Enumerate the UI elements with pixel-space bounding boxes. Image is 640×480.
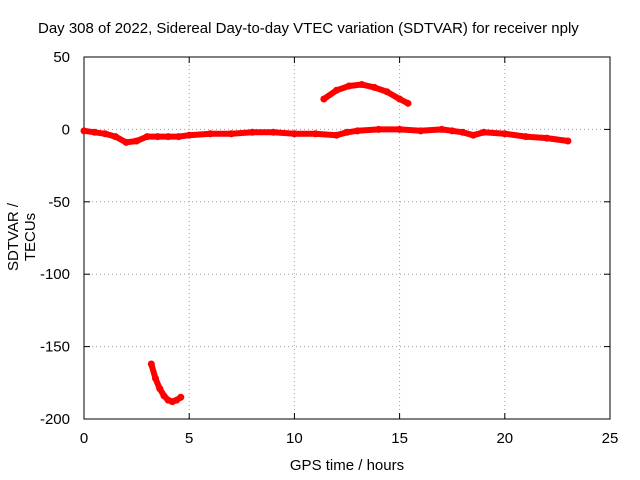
- series-main-point: [396, 125, 404, 133]
- series-main-point: [143, 133, 151, 141]
- series-upper-arc-point: [370, 83, 378, 91]
- y-tick-label: -50: [48, 194, 70, 211]
- series-lower-arc-point: [177, 393, 185, 401]
- series-main-point: [417, 127, 425, 135]
- grid: [84, 57, 610, 419]
- series-main-point: [80, 127, 88, 135]
- series-main-point: [164, 133, 172, 141]
- series-main-point: [501, 130, 509, 138]
- series-main-point: [448, 127, 456, 135]
- series-main-point: [133, 137, 141, 145]
- series-lower-arc-point: [147, 360, 155, 368]
- y-tick-label: 50: [53, 49, 70, 66]
- x-tick-label: 0: [80, 430, 88, 447]
- series-main-point: [122, 138, 130, 146]
- series-main-point: [522, 133, 530, 141]
- series-upper-arc-point: [358, 81, 366, 89]
- series-lower-arc-point: [156, 385, 164, 393]
- series-lower-arc-point: [160, 392, 168, 400]
- x-tick-label: 5: [185, 430, 193, 447]
- x-tick-label: 15: [391, 430, 408, 447]
- series-main-point: [227, 130, 235, 138]
- y-tick-label: -200: [40, 411, 70, 428]
- series-upper-arc-point: [332, 86, 340, 94]
- series-main-point: [185, 131, 193, 139]
- axis-ticks: 0 5 10 15 20 25 50 0 -50 -100 -150 -200: [40, 49, 618, 447]
- y-tick-label: 0: [62, 121, 70, 138]
- x-tick-label: 20: [496, 430, 513, 447]
- series-main-point: [438, 125, 446, 133]
- series-main-point: [311, 130, 319, 138]
- series-main-point: [248, 128, 256, 136]
- y-tick-label: -100: [40, 266, 70, 283]
- series-main-point: [290, 130, 298, 138]
- series-main-point: [480, 128, 488, 136]
- series-main-point: [469, 131, 477, 139]
- series-main-point: [101, 130, 109, 138]
- series-main-point: [175, 133, 183, 141]
- series-main-point: [564, 137, 572, 145]
- series-main-point: [459, 128, 467, 136]
- series-main-point: [343, 128, 351, 136]
- series-main-point: [332, 131, 340, 139]
- x-tick-label: 10: [286, 430, 303, 447]
- series-main-point: [543, 134, 551, 142]
- data-series: [80, 81, 572, 406]
- chart-title: Day 308 of 2022, Sidereal Day-to-day VTE…: [38, 20, 579, 37]
- y-axis-label: SDTVAR / TECUs: [5, 202, 39, 272]
- plot-frame: [83, 56, 611, 420]
- series-upper-arc-point: [404, 99, 412, 107]
- x-tick-label: 25: [602, 430, 619, 447]
- series-main-point: [112, 133, 120, 141]
- series-upper-arc-point: [345, 82, 353, 90]
- series-main-point: [375, 125, 383, 133]
- series-main-point: [354, 127, 362, 135]
- series-lower-arc-point: [152, 374, 160, 382]
- series-main-point: [91, 128, 99, 136]
- series-main-point: [206, 130, 214, 138]
- y-tick-label: -150: [40, 339, 70, 356]
- series-upper-arc-point: [383, 88, 391, 96]
- series-upper-arc-point: [320, 95, 328, 103]
- x-axis-label: GPS time / hours: [289, 457, 405, 474]
- series-upper-arc-point: [396, 95, 404, 103]
- series-main-point: [269, 128, 277, 136]
- series-main-point: [154, 133, 162, 141]
